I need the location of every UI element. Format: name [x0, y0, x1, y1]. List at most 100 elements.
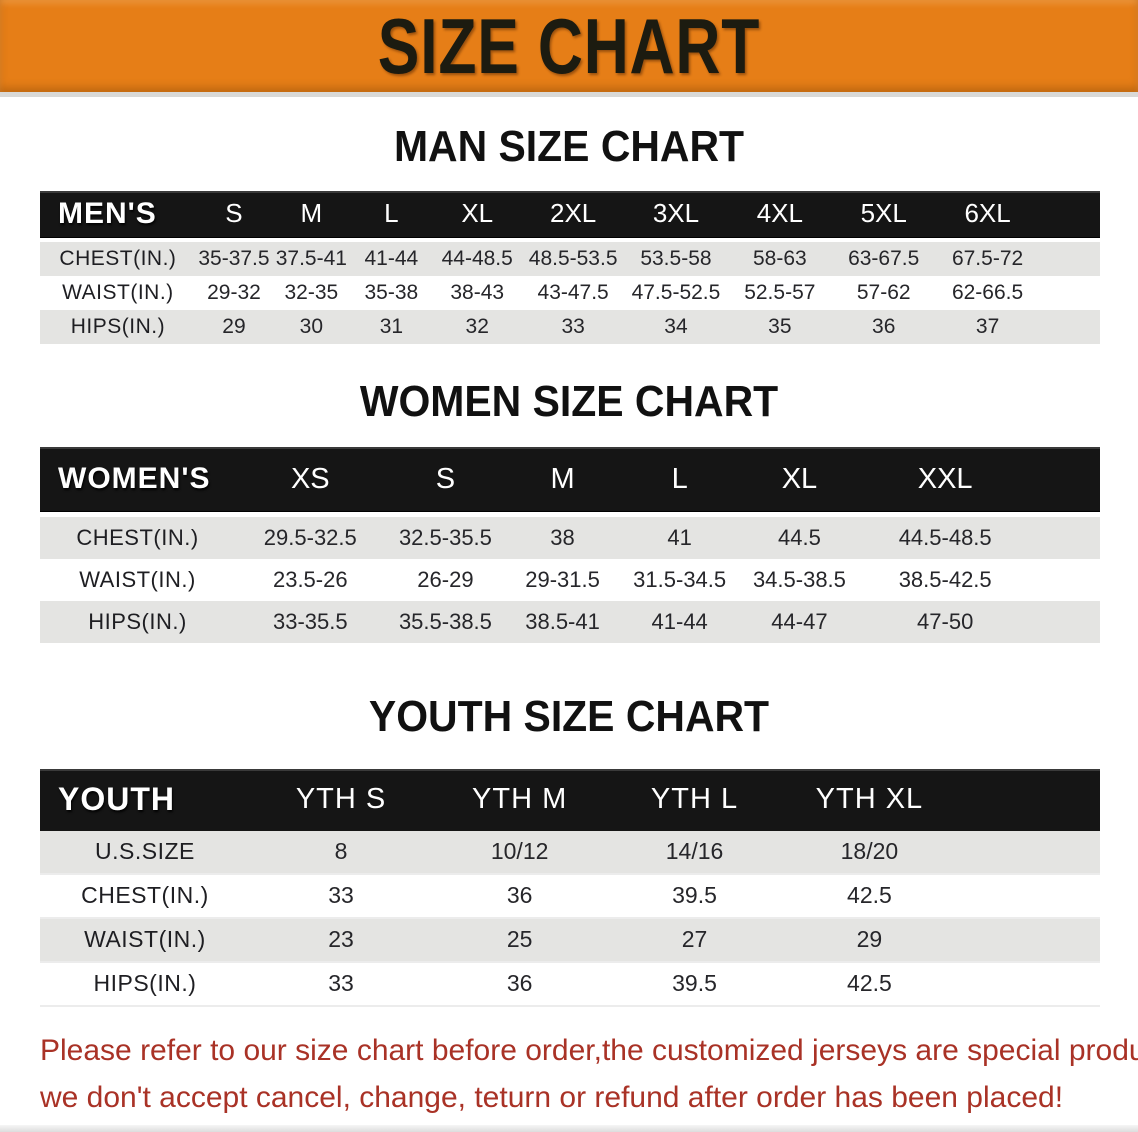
youth-row-u-s-size: U.S.SIZE 8 10/12 14/16 18/20	[40, 830, 1100, 875]
men-hips-in-3xl: 34	[664, 314, 688, 338]
women-waist-in-xxl: 38.5-42.5	[898, 567, 992, 593]
disclaimer: Please refer to our size chart before or…	[40, 1027, 1138, 1121]
youth-chest-in-yth-xl: 42.5	[847, 882, 892, 909]
women-row-waist-in: WAIST(IN.) 23.5-26 26-29 29-31.5 31.5-34.5 34…	[40, 559, 1100, 602]
women-chest-in-xxl: 44.5-48.5	[898, 525, 992, 551]
men-chest-in-4xl: 58-63	[752, 246, 807, 270]
youth-hips-in-yth-l: 39.5	[672, 970, 717, 997]
men-hips-in-6xl: 37	[975, 314, 1000, 338]
men-waist-in-s: 29-32	[207, 280, 261, 304]
youth-column-header-yth-l: YTH L	[650, 783, 739, 816]
row-label-waist-in: WAIST(IN.)	[62, 280, 174, 304]
women-chest-in-l: 41	[667, 525, 692, 551]
youth-waist-in-yth-l: 27	[681, 926, 708, 953]
men-table-header-row: MEN'S S M L XL 2XL 3XL 4XL 5XL 6XL	[40, 190, 1100, 237]
men-waist-in-3xl: 47.5-52.5	[631, 280, 721, 304]
youth-u-s-size-yth-m: 10/12	[490, 838, 549, 865]
women-table-label: WOMEN'S	[58, 462, 211, 496]
youth-size-chart-section: YOUTH SIZE CHART YOUTH YTH S YTH M YTH L YTH…	[0, 693, 1138, 1007]
men-chest-in-s: 35-37.5	[198, 246, 270, 270]
youth-u-s-size-yth-xl: 18/20	[840, 838, 899, 865]
men-hips-in-l: 31	[379, 314, 404, 338]
women-section-heading: WOMEN SIZE CHART	[359, 376, 779, 426]
women-hips-in-xxl: 47-50	[917, 609, 974, 635]
youth-u-s-size-yth-l: 14/16	[665, 838, 724, 865]
men-hips-in-m: 30	[299, 314, 324, 338]
men-hips-in-5xl: 36	[872, 314, 896, 338]
women-hips-in-xl: 44-47	[771, 609, 828, 635]
men-row-hips-in: HIPS(IN.) 29 30 31 32 33 34 35 36 37	[40, 309, 1100, 344]
men-hips-in-s: 29	[222, 314, 246, 338]
men-column-header-l: L	[384, 198, 399, 229]
women-column-header-xl: XL	[781, 462, 818, 495]
youth-column-header-yth-s: YTH S	[295, 783, 387, 816]
women-column-header-xxl: XXL	[917, 462, 973, 495]
women-waist-in-m: 29-31.5	[525, 567, 600, 593]
youth-chest-in-yth-m: 36	[506, 882, 533, 909]
men-column-header-4xl: 4XL	[756, 198, 803, 229]
youth-hips-in-yth-xl: 42.5	[847, 970, 892, 997]
men-row-waist-in: WAIST(IN.) 29-32 32-35 35-38 38-43 43-47.5 47.…	[40, 275, 1100, 310]
row-label-hips-in: HIPS(IN.)	[88, 609, 187, 635]
men-column-header-5xl: 5XL	[860, 198, 907, 229]
youth-chest-in-yth-s: 33	[328, 882, 354, 909]
women-waist-in-l: 31.5-34.5	[633, 567, 727, 593]
row-label-hips-in: HIPS(IN.)	[70, 314, 166, 338]
women-chest-in-xl: 44.5	[778, 525, 821, 551]
men-size-chart-section: MAN SIZE CHART MEN'S S M L XL 2XL 3XL 4XL 5XL 6XL…	[0, 123, 1138, 344]
disclaimer-line-1: Please refer to our size chart before or…	[40, 1033, 1138, 1067]
men-waist-in-xl: 38-43	[450, 280, 505, 304]
men-size-table: MEN'S S M L XL 2XL 3XL 4XL 5XL 6XL CHEST(IN.) 35-37…	[40, 190, 1100, 344]
women-hips-in-l: 41-44	[651, 609, 708, 635]
men-waist-in-4xl: 52.5-57	[744, 280, 816, 304]
row-label-hips-in: HIPS(IN.)	[93, 970, 197, 997]
row-label-chest-in: CHEST(IN.)	[76, 525, 199, 551]
youth-row-chest-in: CHEST(IN.) 33 36 39.5 42.5	[40, 874, 1100, 919]
youth-section-heading: YOUTH SIZE CHART	[368, 692, 770, 742]
men-hips-in-2xl: 33	[561, 314, 585, 338]
women-chest-in-s: 32.5-35.5	[398, 525, 492, 551]
women-waist-in-s: 26-29	[417, 567, 474, 593]
youth-table-header-row: YOUTH YTH S YTH M YTH L YTH XL	[40, 768, 1100, 831]
youth-waist-in-yth-m: 25	[506, 926, 533, 953]
youth-column-header-yth-m: YTH M	[472, 783, 568, 816]
row-label-waist-in: WAIST(IN.)	[84, 926, 206, 953]
men-chest-in-6xl: 67.5-72	[951, 246, 1024, 270]
men-column-header-m: M	[300, 198, 323, 229]
women-hips-in-s: 35.5-38.5	[398, 609, 492, 635]
disclaimer-line-2: we don't accept cancel, change, teturn o…	[40, 1080, 1064, 1114]
women-size-chart-section: WOMEN SIZE CHART WOMEN'S XS S M L XL XXL CHEST(…	[0, 376, 1138, 644]
men-hips-in-4xl: 35	[768, 314, 792, 338]
youth-chest-in-yth-l: 39.5	[672, 882, 717, 909]
youth-column-header-yth-xl: YTH XL	[815, 783, 924, 816]
women-row-hips-in: HIPS(IN.) 33-35.5 35.5-38.5 38.5-41 41-44 44-…	[40, 601, 1100, 644]
men-column-header-3xl: 3XL	[652, 198, 700, 229]
women-table-header-row: WOMEN'S XS S M L XL XXL	[40, 447, 1100, 512]
content: MAN SIZE CHART MEN'S S M L XL 2XL 3XL 4XL 5XL 6XL…	[0, 123, 1138, 1121]
women-column-header-m: M	[550, 462, 575, 495]
men-chest-in-l: 41-44	[364, 246, 419, 270]
youth-row-waist-in: WAIST(IN.) 23 25 27 29	[40, 918, 1100, 963]
men-chest-in-xl: 44-48.5	[441, 246, 513, 270]
page-title: SIZE CHART	[377, 2, 761, 90]
youth-waist-in-yth-s: 23	[328, 926, 354, 953]
row-label-chest-in: CHEST(IN.)	[81, 882, 209, 909]
youth-hips-in-yth-m: 36	[506, 970, 533, 997]
men-waist-in-5xl: 57-62	[856, 280, 911, 304]
men-column-header-s: S	[225, 198, 243, 229]
men-chest-in-2xl: 48.5-53.5	[528, 246, 618, 270]
men-row-chest-in: CHEST(IN.) 35-37.5 37.5-41 41-44 44-48.5 48.5…	[40, 241, 1100, 276]
women-hips-in-xs: 33-35.5	[272, 609, 348, 635]
men-chest-in-m: 37.5-41	[275, 246, 347, 270]
youth-u-s-size-yth-s: 8	[334, 838, 348, 865]
women-column-header-xs: XS	[290, 462, 330, 495]
men-column-header-2xl: 2XL	[550, 198, 597, 229]
youth-size-table: YOUTH YTH S YTH M YTH L YTH XL U.S.SIZE 8 10/12…	[40, 768, 1100, 1007]
row-label-waist-in: WAIST(IN.)	[79, 567, 196, 593]
women-row-chest-in: CHEST(IN.) 29.5-32.5 32.5-35.5 38 41 44.5 44.5…	[40, 517, 1100, 560]
men-table-label: MEN'S	[58, 196, 157, 230]
row-label-chest-in: CHEST(IN.)	[59, 246, 177, 270]
men-chest-in-5xl: 63-67.5	[848, 246, 920, 270]
men-hips-in-xl: 32	[465, 314, 489, 338]
